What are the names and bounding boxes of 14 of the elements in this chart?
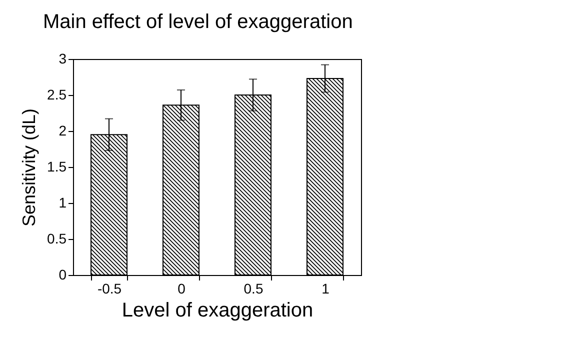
x-axis-title: Level of exaggeration (122, 300, 314, 322)
y-tick-label: 0 (58, 266, 67, 282)
y-tick-label: 1 (58, 194, 67, 210)
y-tick-label: 3 (58, 50, 67, 66)
y-axis-title: Sensitivity (dL) (19, 108, 40, 227)
y-tick-label: 1.5 (47, 158, 67, 174)
y-tick-label: 0.5 (47, 230, 67, 246)
y-tick-label: 2.5 (47, 86, 67, 102)
y-tick-label: 2 (58, 122, 67, 138)
chart-title: Main effect of level of exaggeration (43, 11, 353, 33)
x-tick-label: -0.5 (97, 280, 122, 296)
x-tick-label: 0.5 (244, 280, 264, 296)
x-tick-label: 1 (322, 280, 330, 296)
x-tick-label: 0 (178, 280, 186, 296)
